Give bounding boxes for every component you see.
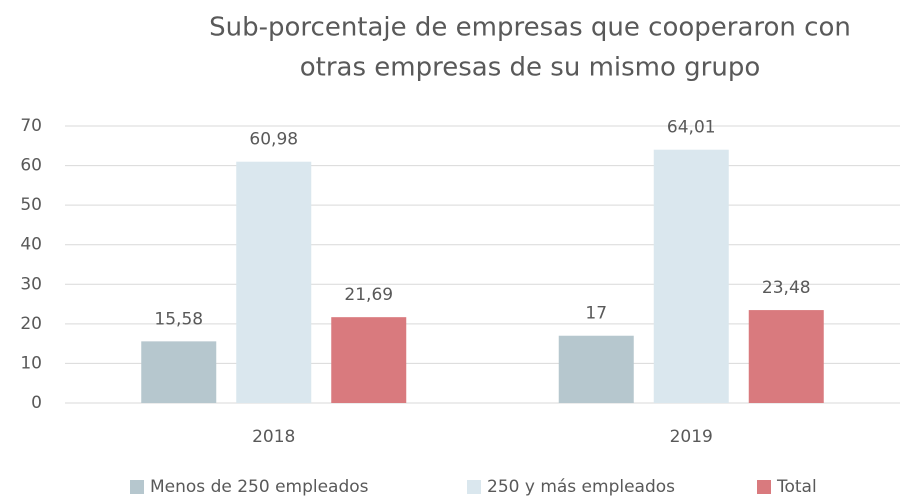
value-label: 17	[585, 304, 607, 324]
y-tick-label: 70	[20, 116, 42, 136]
bar	[748, 310, 824, 403]
value-label: 23,48	[762, 278, 811, 298]
y-tick-label: 60	[20, 156, 42, 176]
value-label: 21,69	[344, 285, 393, 305]
y-tick-label: 0	[31, 393, 42, 413]
y-tick-label: 30	[20, 274, 42, 294]
value-label: 60,98	[249, 130, 298, 150]
bar	[331, 317, 407, 403]
bar	[236, 161, 312, 403]
y-tick-label: 50	[20, 195, 42, 215]
chart-title: otras empresas de su mismo grupo	[300, 53, 761, 83]
y-tick-label: 40	[20, 235, 42, 255]
bar	[558, 335, 634, 403]
legend-label: 250 y más empleados	[487, 477, 675, 497]
legend-swatch	[757, 480, 771, 494]
value-label: 15,58	[154, 309, 203, 329]
legend-swatch	[130, 480, 144, 494]
legend-label: Menos de 250 empleados	[150, 477, 369, 497]
bar	[653, 149, 729, 403]
chart-title: Sub-porcentaje de empresas que cooperaro…	[209, 13, 851, 43]
y-tick-label: 20	[20, 314, 42, 334]
x-tick-label: 2018	[252, 427, 295, 447]
y-tick-label: 10	[20, 353, 42, 373]
legend-swatch	[467, 480, 481, 494]
bar	[141, 341, 217, 403]
x-tick-label: 2019	[670, 427, 713, 447]
value-label: 64,01	[667, 118, 716, 138]
legend-label: Total	[776, 477, 817, 497]
